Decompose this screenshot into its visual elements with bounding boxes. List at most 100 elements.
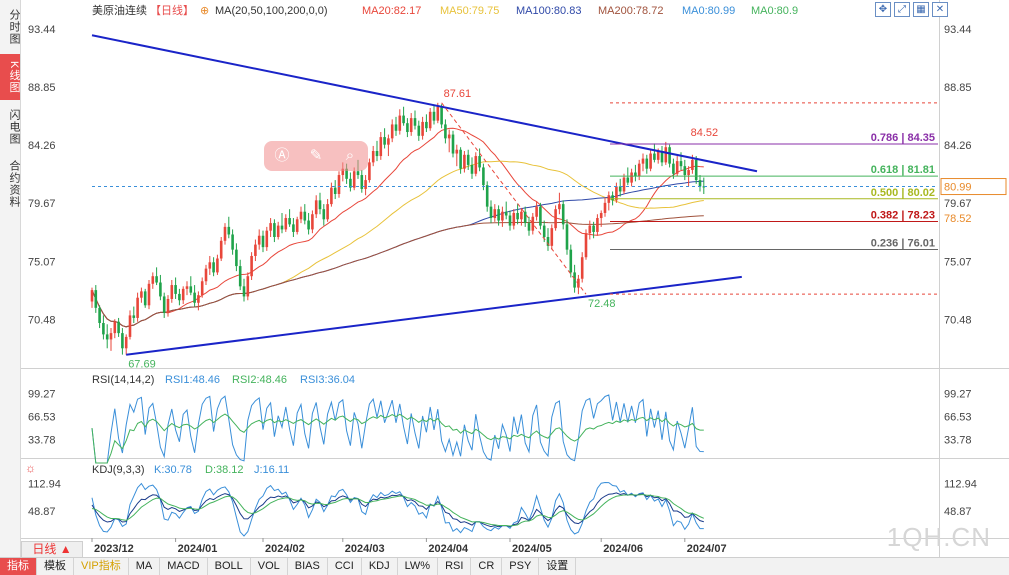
candle-body	[584, 233, 588, 258]
candle-body	[580, 257, 584, 279]
y-tick-label: 84.26	[28, 140, 56, 152]
axis-layer: 93.44 93.44 88.85 88.85 84.26 84.26 79.67 79.67…	[28, 24, 1007, 555]
candle-body	[459, 149, 462, 169]
candle-body	[132, 315, 136, 318]
toolbar-item[interactable]: BOLL	[208, 558, 251, 575]
candle-body	[489, 206, 493, 219]
candle-body	[174, 285, 177, 294]
move-icon[interactable]: ✥	[875, 2, 891, 17]
rsi-plot	[91, 394, 704, 464]
close-icon[interactable]: ✕	[932, 2, 948, 17]
kline-chart[interactable]: 美原油连续 【日线】 ⊕ MA(20,50,100,200,0,0) MA20:…	[0, 0, 1009, 557]
candle-body	[440, 106, 443, 125]
candle-body	[208, 262, 212, 269]
settings-icon[interactable]: ⊕	[200, 5, 209, 17]
candle-body	[212, 262, 215, 273]
toolbar-item[interactable]: BIAS	[288, 558, 328, 575]
candle-body	[307, 220, 310, 230]
trendline	[91, 34, 758, 173]
candle-body	[94, 290, 98, 308]
candle-body	[691, 159, 694, 170]
candle-body	[181, 288, 185, 301]
price-label-box	[940, 178, 1007, 196]
candle-body	[261, 235, 265, 248]
rsi-tick-label-right: 99.27	[944, 389, 972, 401]
toolbar-item[interactable]: MA	[129, 558, 161, 575]
toolbar-item[interactable]: VIP指标	[74, 558, 129, 575]
sidebar-tab-contract-info[interactable]: 合约资料	[8, 160, 20, 208]
kdj-legend-item: J:16.11	[254, 464, 289, 476]
candle-body	[140, 291, 143, 298]
candle-body	[136, 297, 139, 318]
candle-body	[668, 147, 671, 164]
sidebar-tab-kline[interactable]: K线图	[0, 54, 20, 100]
candle-body	[265, 230, 269, 248]
sidebar-tab-flash[interactable]: 闪电图	[8, 109, 20, 145]
toolbar-item[interactable]: 模板	[37, 558, 74, 575]
ai-icon[interactable]: Ⓐ	[274, 147, 290, 164]
candle-body	[527, 223, 531, 231]
magic-wand-icon[interactable]: ✎	[309, 147, 323, 164]
search-icon[interactable]: ⌕	[345, 147, 355, 164]
candle-body	[98, 307, 101, 323]
price-label: 80.99	[944, 182, 972, 194]
candle-body	[531, 216, 535, 231]
sidebar: 分时图 K线图 闪电图 合约资料	[0, 0, 21, 574]
candle-body	[675, 161, 679, 174]
candle-body	[596, 218, 599, 232]
period-selector[interactable]: 日线 ▲	[21, 541, 83, 558]
candle-body	[603, 202, 607, 213]
toolbar-item[interactable]: VOL	[251, 558, 288, 575]
sidebar-tab-timeshare[interactable]: 分时图	[8, 9, 20, 45]
candle-body	[109, 333, 113, 340]
candle-body	[387, 138, 390, 145]
fullscreen-icon[interactable]: ⤢	[894, 2, 910, 17]
candle-body	[702, 186, 706, 188]
toolbar-item[interactable]: KDJ	[362, 558, 398, 575]
candle-body	[622, 177, 626, 192]
toolbar-item[interactable]: CCI	[328, 558, 362, 575]
candle-body	[539, 206, 542, 226]
fib-level-label: 0.786 | 84.35	[871, 132, 935, 144]
candle-body	[698, 180, 702, 187]
candle-body	[105, 334, 109, 340]
candle-body	[512, 212, 516, 226]
candle-body	[295, 219, 299, 232]
candle-body	[653, 153, 656, 160]
candle-body	[330, 187, 333, 205]
price-annotation: 72.48	[588, 298, 616, 310]
toolbar-item[interactable]: RSI	[438, 558, 472, 575]
candle-body	[223, 226, 227, 241]
candle-body	[470, 164, 474, 174]
candle-body	[516, 212, 519, 220]
candle-body	[178, 293, 181, 301]
price-annotation: 87.61	[444, 88, 472, 100]
candle-body	[409, 118, 413, 133]
candle-body	[497, 209, 500, 221]
toolbar-item[interactable]: PSY	[502, 558, 540, 575]
kdj-line	[91, 492, 704, 528]
y-tick-label-right: 93.44	[944, 24, 972, 36]
candle-body	[428, 111, 432, 129]
candle-body	[634, 172, 637, 177]
candle-body	[231, 234, 234, 250]
kdj-line	[91, 482, 704, 537]
toolbar-item[interactable]: LW%	[398, 558, 439, 575]
candle-body	[254, 244, 257, 256]
toolbar-item[interactable]: CR	[471, 558, 503, 575]
candle-body	[687, 169, 690, 176]
candle-body	[694, 159, 698, 181]
candle-body	[170, 285, 174, 299]
toolbar-item[interactable]: 设置	[539, 558, 577, 575]
grid-icon[interactable]: ▦	[913, 2, 929, 17]
price-annotation: 67.69	[128, 359, 156, 371]
kdj-legend-item: K:30.78	[154, 464, 192, 476]
toolbar-item[interactable]: MACD	[160, 558, 208, 575]
candle-body	[447, 134, 451, 139]
rsi-legend-item: RSI1:48.46	[165, 374, 220, 386]
candle-body	[352, 171, 356, 188]
ma-legend-item: MA100:80.83	[516, 5, 581, 17]
rsi-legend-item: RSI3:36.04	[300, 374, 355, 386]
toolbar-item[interactable]: 指标	[0, 558, 37, 575]
candle-body	[162, 296, 166, 313]
